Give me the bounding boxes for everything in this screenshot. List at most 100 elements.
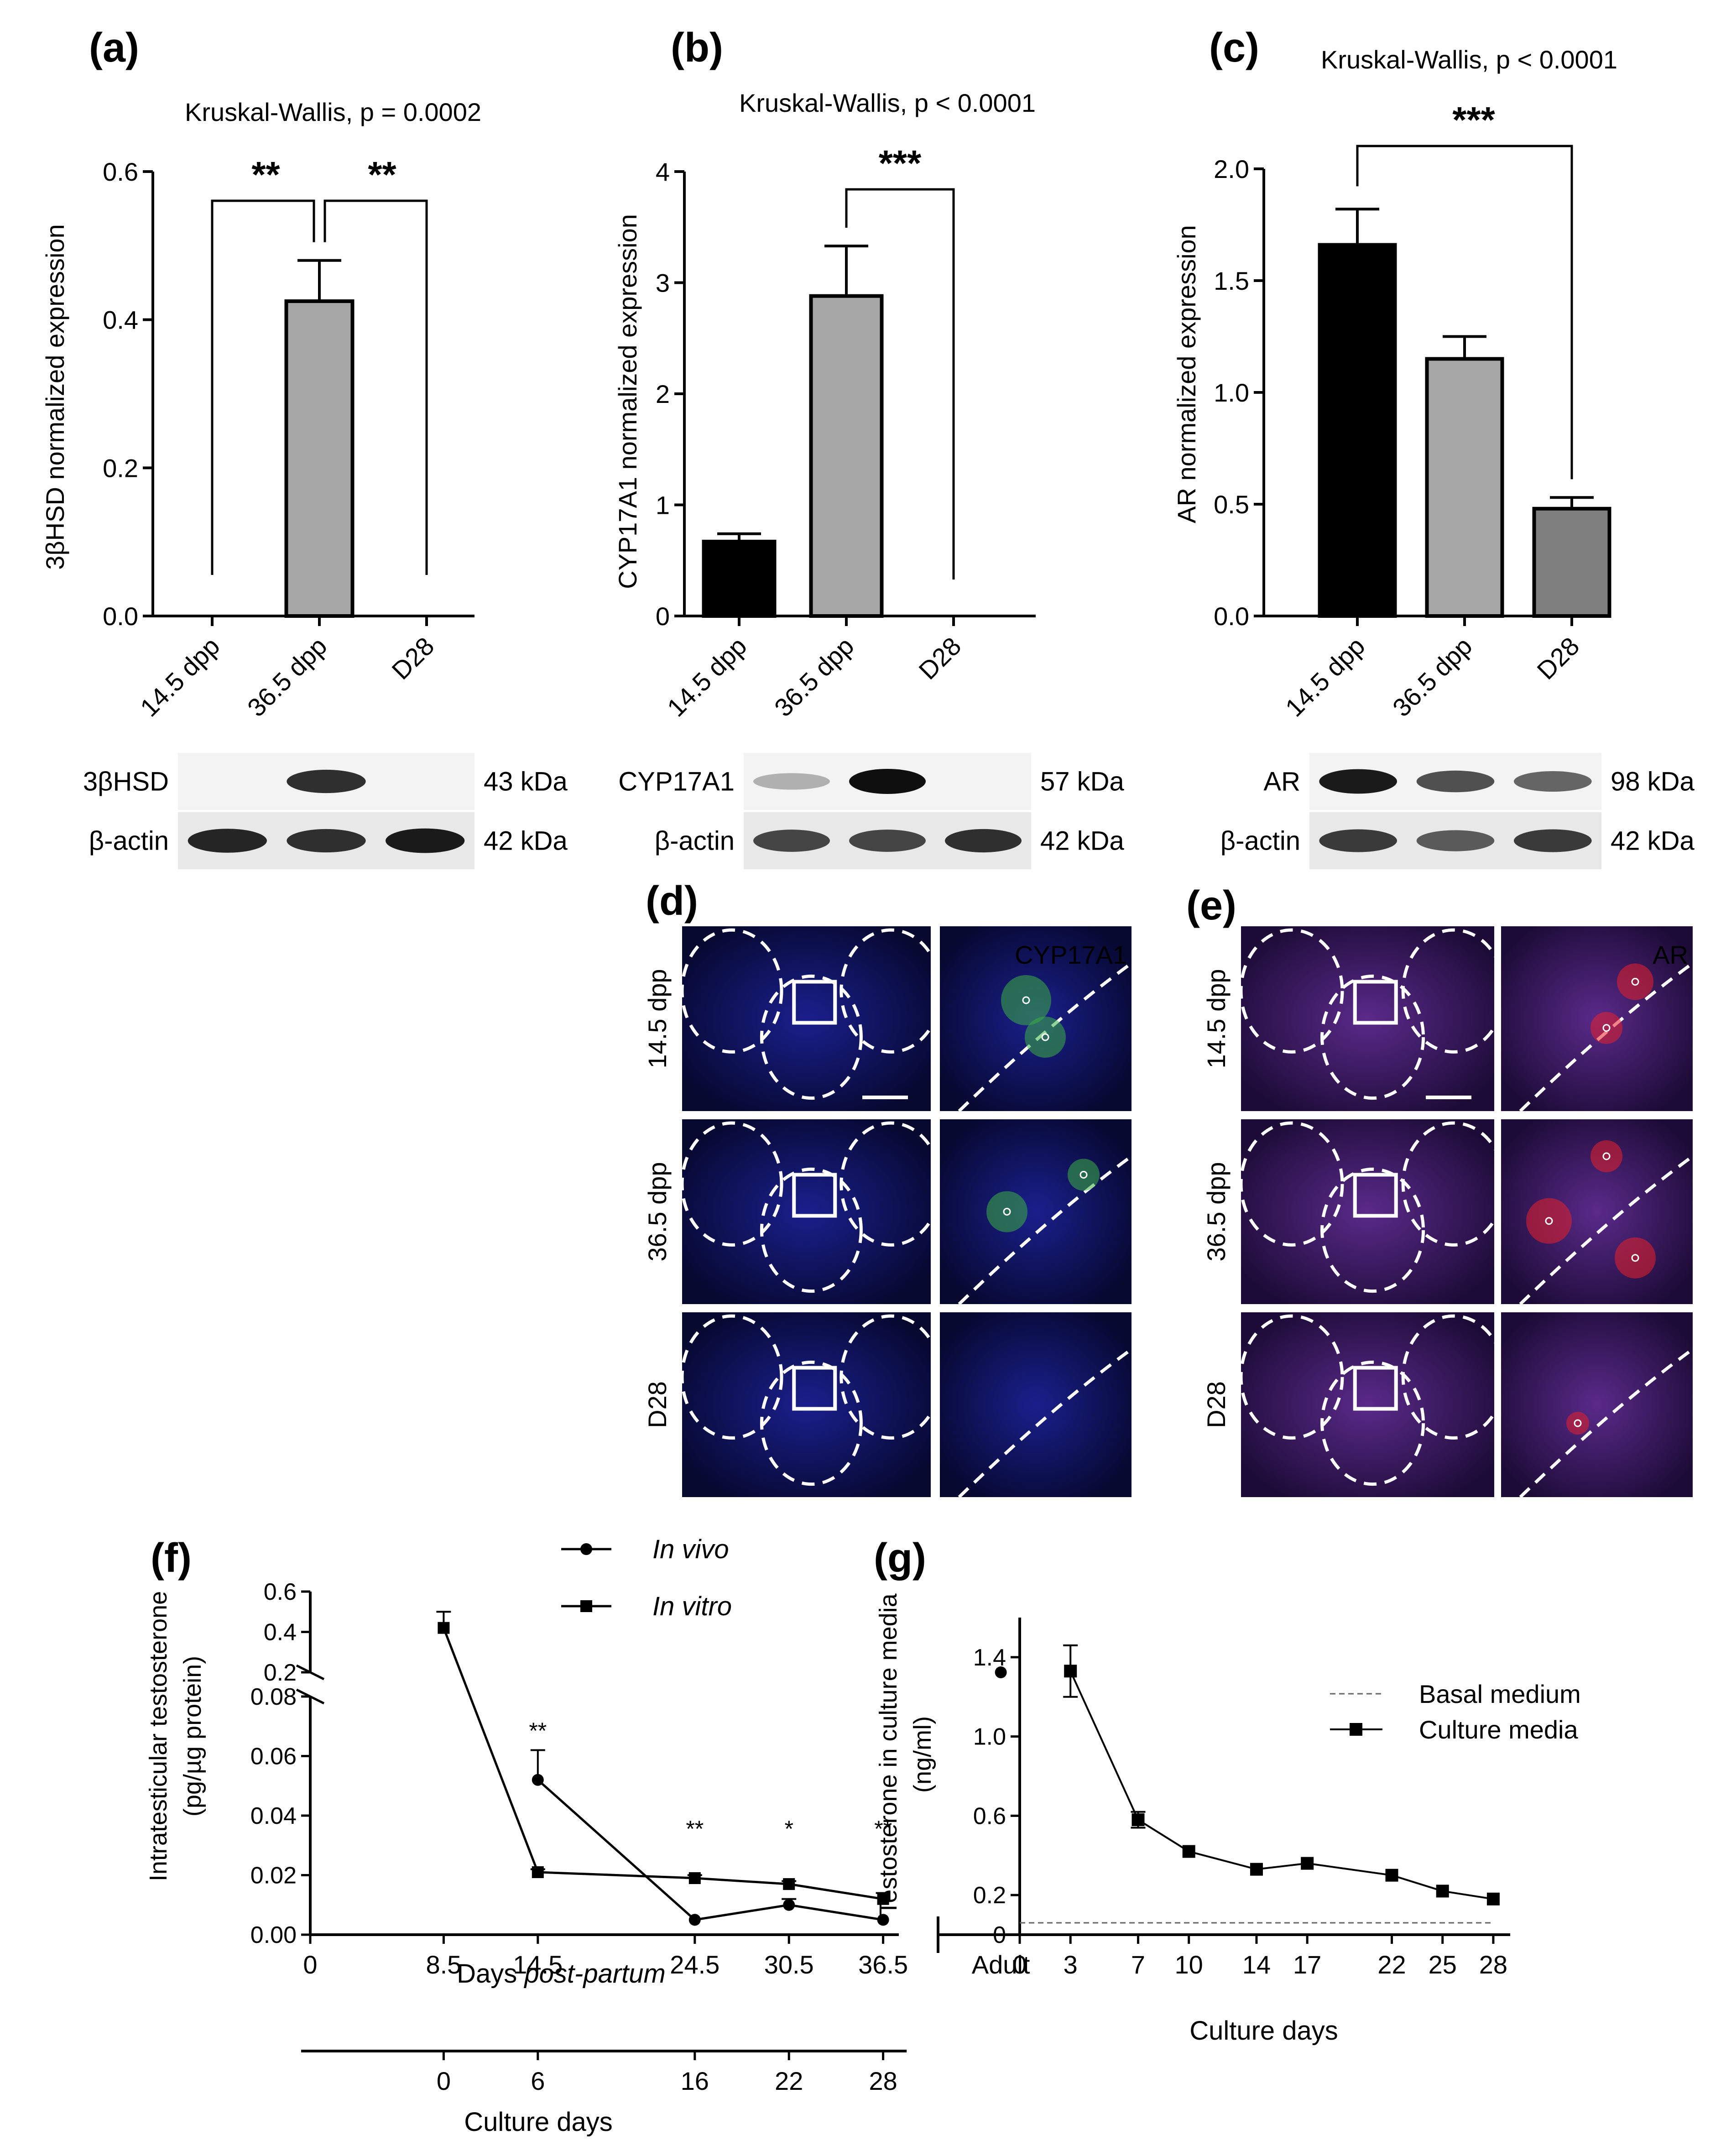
tubule-outline (1239, 1314, 1344, 1440)
x2-tick-label: 28 (869, 2067, 897, 2095)
point-square (1250, 1863, 1263, 1876)
x-tick-label: 22 (1377, 1950, 1406, 1979)
stained-cell (1025, 1017, 1066, 1058)
x-tick-label: 14.5 dpp (135, 632, 225, 722)
blot-row-label: CYP17A1 (618, 767, 735, 797)
cell-marker (1003, 1208, 1011, 1216)
panel-a: (a) Kruskal-Wallis, p = 0.0002 3βHSD nor… (41, 25, 568, 869)
cell-marker (1041, 1033, 1049, 1041)
micro-row-label: 14.5 dpp (1202, 969, 1231, 1069)
x-tick-label: D28 (1531, 632, 1585, 685)
panel-g-ylabel-1: Testosterone in culture media (875, 1593, 902, 1915)
y-tick-label: 0.4 (264, 1619, 297, 1646)
stained-cell (986, 1191, 1027, 1232)
roi-box (1353, 980, 1398, 1025)
sig-bracket (1356, 145, 1573, 480)
panel-b-label: (b) (671, 25, 723, 71)
x2-tick-label: 0 (437, 2067, 451, 2095)
tubule-outline (760, 1167, 863, 1293)
blot-band (188, 829, 267, 853)
y-tick-label: 1.4 (973, 1644, 1006, 1671)
series-line (443, 1627, 883, 1900)
chart-c: 0.0 0.5 1.0 1.5 2.0 14.5 dpp 36.5 dpp D28 *** (1214, 99, 1611, 722)
micro-image-overview (1241, 1119, 1494, 1304)
cell-marker (1631, 1254, 1639, 1262)
point-square (1301, 1857, 1314, 1870)
panel-f-xlabel: Days post-partum (457, 1959, 666, 1989)
x2-tick-label: 16 (681, 2067, 709, 2095)
panel-f-ylabel-2: (pg/µg protein) (179, 1656, 206, 1817)
micro-image-overview (1241, 1312, 1494, 1497)
panel-e: (e) 14.5 dpp 36.5 dpp D28 AR (1186, 883, 1694, 1498)
legend-label: In vitro (652, 1592, 732, 1621)
blot-band (386, 828, 465, 853)
blot-band (1514, 771, 1592, 792)
tubule-outline (680, 1314, 783, 1440)
stained-cell (1001, 975, 1051, 1025)
micro-image-overview (682, 1119, 931, 1304)
y-tick-label: 0.0 (1214, 602, 1249, 631)
y-tick-label: 1 (656, 491, 670, 520)
sig-label: ** (686, 1816, 704, 1842)
panel-f: (f) Intratesticular testosterone (pg/µg … (145, 1535, 1048, 2137)
blot-band (849, 769, 926, 794)
x-tick-label: 28 (1479, 1950, 1507, 1979)
x-tick-label: 10 (1175, 1950, 1203, 1979)
sig-label: ** (874, 1816, 892, 1842)
roi-box (1353, 1366, 1398, 1411)
panel-c-ylabel: AR normalized expression (1172, 225, 1201, 523)
x-tick-label: 8.5 (426, 1950, 461, 1979)
micro-image-zoom (940, 1312, 1132, 1497)
micro-row-label: 36.5 dpp (643, 1162, 672, 1262)
micro-image-zoom (1501, 1312, 1693, 1497)
micro-image-overview (682, 1312, 931, 1497)
y-tick-label: 0.6 (103, 157, 138, 186)
panel-g-ylabel-2: (ng/ml) (909, 1716, 936, 1793)
blot-band (1416, 770, 1495, 793)
panel-b-stat: Kruskal-Wallis, p < 0.0001 (739, 89, 1036, 117)
x-tick-label: 30.5 (764, 1950, 814, 1979)
sig-bracket (323, 199, 428, 575)
micro-image-overview (1241, 926, 1494, 1111)
blot-kda-label: 57 kDa (1040, 767, 1125, 797)
roi-box (792, 1173, 837, 1218)
bar (284, 299, 355, 618)
x-tick-label-adult: Adult (972, 1950, 1030, 1979)
tubule-outline (1519, 1155, 1694, 1305)
y-tick-label: 2 (656, 380, 670, 408)
bar (809, 294, 884, 618)
stained-cell (1566, 1412, 1589, 1435)
y-tick-label: 0 (993, 1922, 1006, 1948)
panel-f-ylabel-1: Intratesticular testosterone (145, 1591, 172, 1881)
tubule-outline (1239, 928, 1344, 1054)
panel-c-label: (c) (1209, 25, 1259, 71)
point-square (1064, 1665, 1077, 1678)
stained-cell (1526, 1198, 1572, 1244)
blot-kda-label: 42 kDa (1611, 826, 1695, 856)
blot-kda-label: 98 kDa (1611, 767, 1695, 797)
bar (1425, 357, 1504, 618)
x-tick-label: 24.5 (670, 1950, 720, 1979)
panel-a-label: (a) (89, 25, 139, 71)
cell-marker (1079, 1171, 1088, 1179)
sig-bracket (845, 188, 955, 579)
chart-g: 0 0.2 0.6 1.0 1.4 0 3 7 10 14 17 22 25 28 Basal medium… (973, 1618, 1581, 1979)
legend-marker-square (580, 1600, 592, 1612)
x-tick-label: D28 (913, 632, 966, 685)
panel-a-stat: Kruskal-Wallis, p = 0.0002 (185, 98, 481, 126)
legend-label: Basal medium (1419, 1680, 1581, 1708)
blot-row-label: AR (1263, 767, 1300, 797)
stained-cell (1615, 1237, 1656, 1279)
y-tick-label: 3 (656, 269, 670, 298)
chart-a: 0.0 0.2 0.4 0.6 14.5 dpp 36.5 dpp D28 ** ** (103, 154, 475, 722)
panel-b-ylabel: CYP17A1 normalized expression (613, 214, 642, 589)
point-square (1132, 1813, 1145, 1827)
point-circle (783, 1899, 795, 1911)
panel-f-xlabel2: Culture days (464, 2107, 613, 2137)
panel-d-label: (d) (646, 878, 698, 924)
bar (1532, 506, 1611, 618)
y-tick-label: 1.0 (1214, 378, 1249, 407)
x-tick-label: 14.5 dpp (1280, 632, 1371, 722)
tubule-outline (680, 1121, 783, 1247)
